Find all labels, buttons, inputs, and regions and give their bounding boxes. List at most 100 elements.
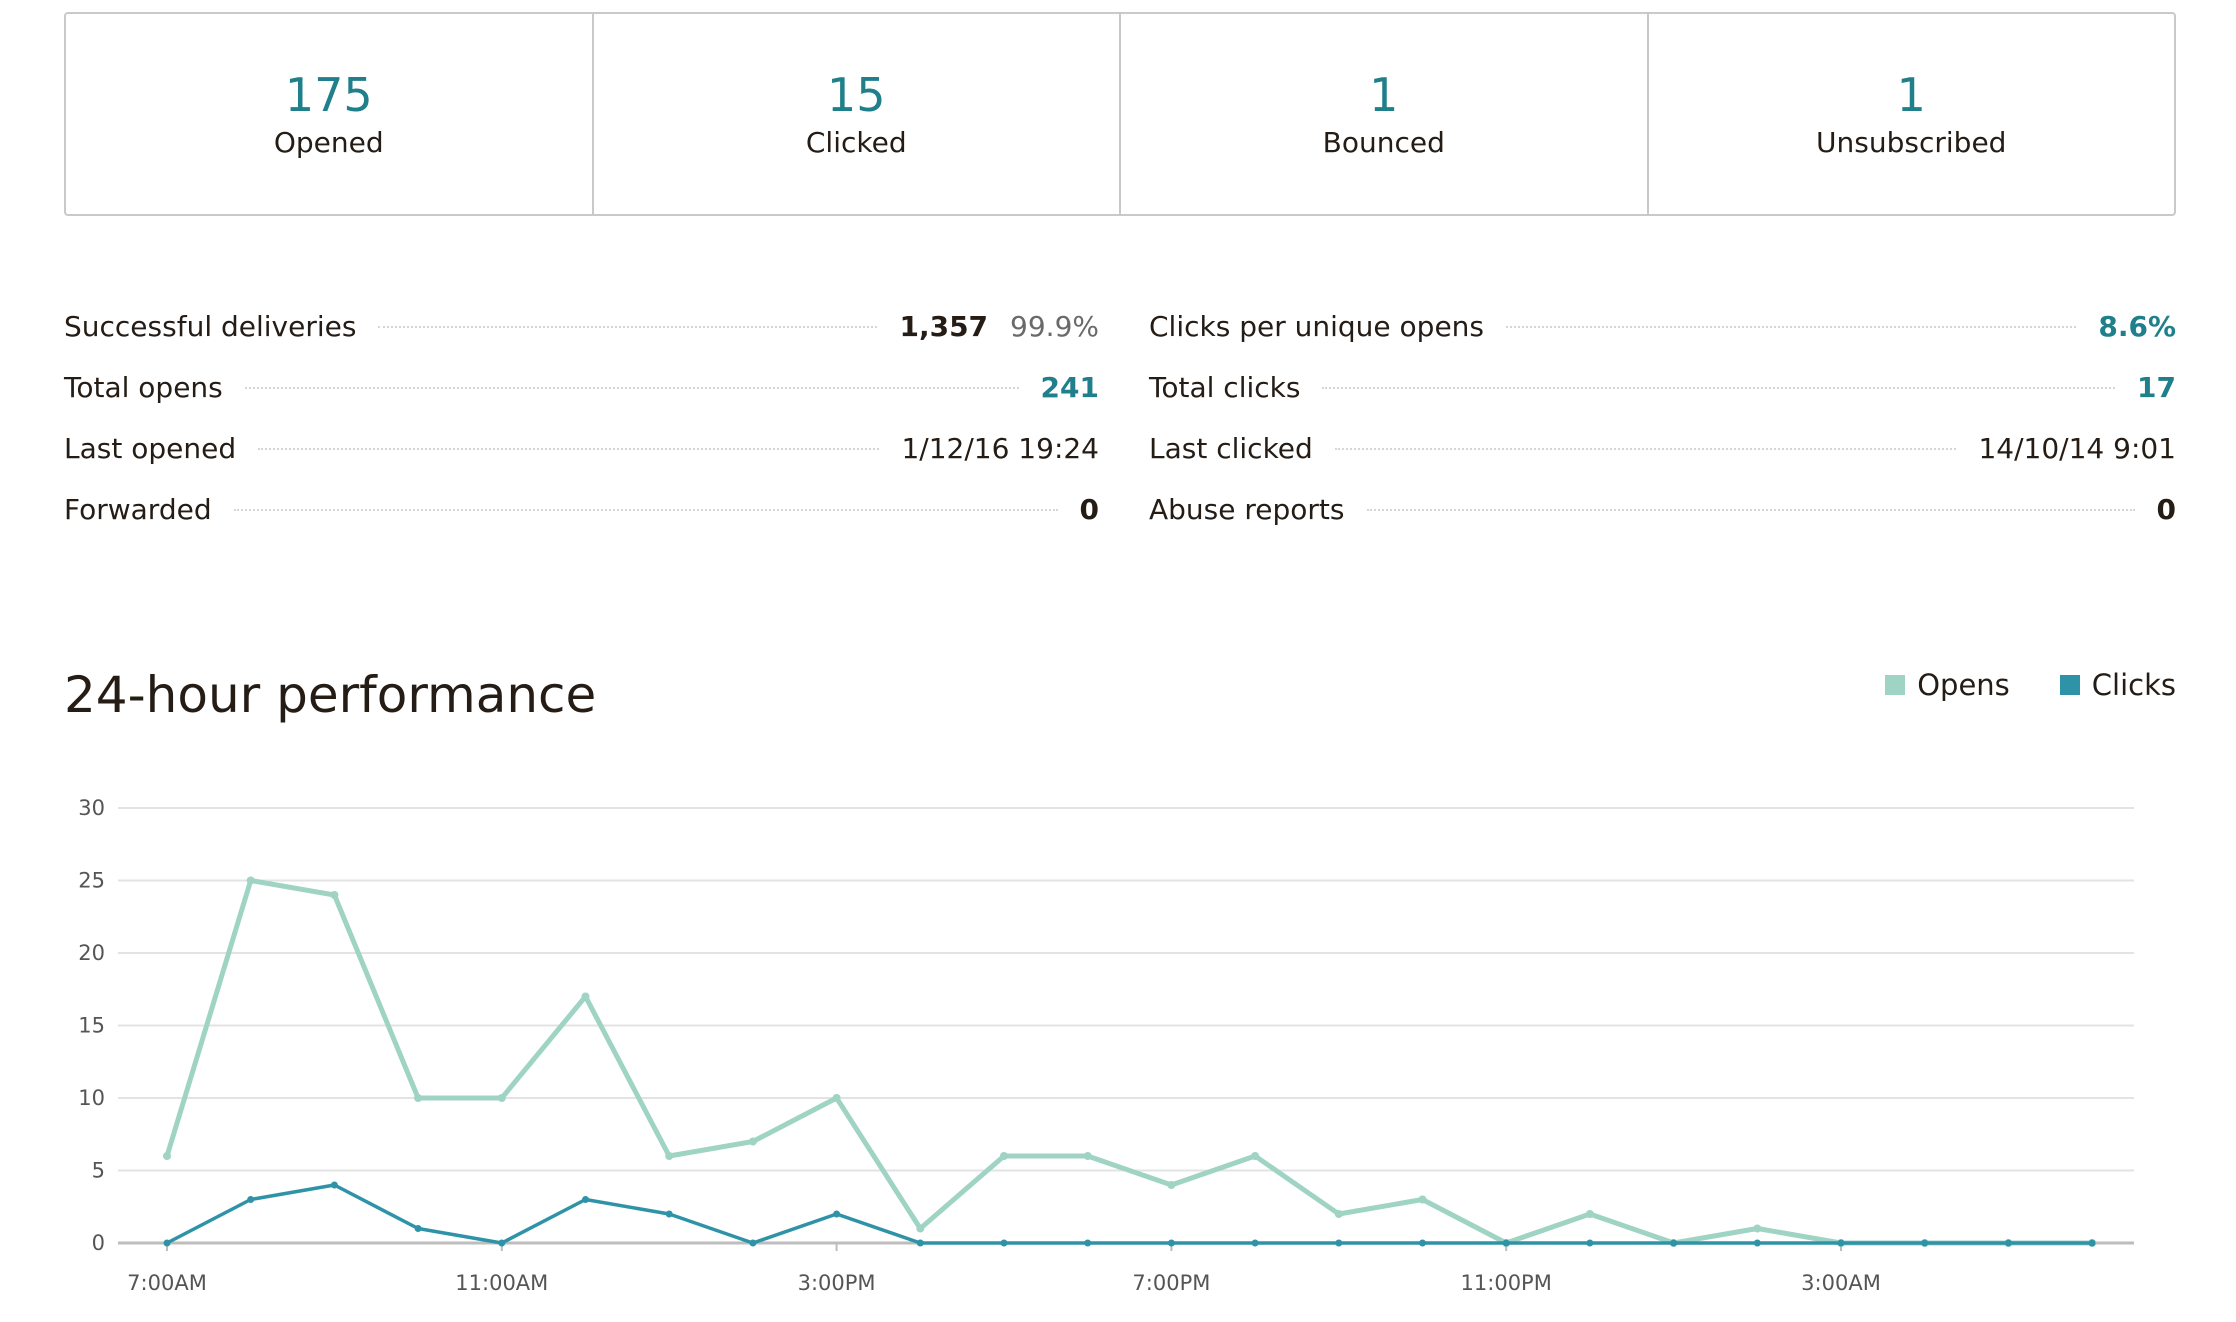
- data-point-clicks: [1753, 1239, 1761, 1247]
- y-tick-label: 25: [78, 869, 105, 893]
- data-point-clicks: [247, 1196, 255, 1203]
- data-point-opens: [1167, 1181, 1176, 1189]
- stat-clicked[interactable]: 15 Clicked: [594, 14, 1121, 214]
- data-point-opens: [1251, 1152, 1260, 1160]
- performance-line-chart: 0 5 10 15 20 25 30 7:00AM 11:00AM 3:00PM 7:00PM 11:…: [78, 796, 2134, 1295]
- detail-label: Successful deliveries: [64, 310, 357, 343]
- dotted-leader: [1334, 448, 1957, 450]
- y-tick-label: 0: [92, 1231, 105, 1255]
- data-point-clicks: [665, 1210, 673, 1218]
- x-tick-label: 3:00PM: [798, 1271, 876, 1295]
- dotted-leader: [1322, 387, 2116, 389]
- data-point-clicks: [1921, 1239, 1929, 1247]
- data-point-opens: [163, 1152, 171, 1160]
- data-point-opens: [1418, 1195, 1427, 1204]
- detail-forwarded: Forwarded 0: [64, 493, 1099, 554]
- chart-legend: Opens Clicks: [1835, 668, 2176, 702]
- detail-label: Forwarded: [64, 493, 212, 526]
- legend-item-opens[interactable]: Opens: [1885, 668, 2010, 702]
- legend-label: Clicks: [2091, 668, 2176, 702]
- series-line-clicks: [166, 1183, 2093, 1245]
- data-point-clicks: [916, 1239, 924, 1247]
- legend-swatch-clicks: [2059, 675, 2080, 695]
- detail-last-clicked: Last clicked 14/10/14 9:01: [1149, 432, 2176, 493]
- legend-label: Opens: [1917, 668, 2010, 702]
- detail-value[interactable]: 241: [1040, 371, 1099, 404]
- detail-label: Clicks per unique opens: [1149, 310, 1485, 343]
- stat-bounced[interactable]: 1 Bounced: [1121, 14, 1649, 214]
- stat-label: Bounced: [1322, 125, 1445, 159]
- data-point-opens: [1334, 1210, 1343, 1218]
- stat-label: Clicked: [805, 125, 907, 159]
- stat-value: 1: [1369, 68, 1399, 123]
- data-point-clicks: [1084, 1239, 1092, 1247]
- detail-percentage: 99.9%: [1010, 310, 1099, 343]
- data-point-clicks: [2088, 1239, 2096, 1247]
- detail-value: 0: [2156, 493, 2176, 526]
- detail-label: Total clicks: [1149, 371, 1301, 404]
- data-point-clicks: [2004, 1239, 2012, 1247]
- legend-swatch-opens: [1885, 675, 1906, 695]
- stat-label: Unsubscribed: [1816, 125, 2007, 159]
- data-point-opens: [916, 1224, 925, 1233]
- x-tick-label: 7:00AM: [127, 1271, 207, 1295]
- stat-unsubscribed[interactable]: 1 Unsubscribed: [1649, 14, 2175, 214]
- series-line-opens: [164, 878, 2093, 1246]
- data-point-opens: [1753, 1224, 1762, 1233]
- detail-label: Abuse reports: [1149, 493, 1345, 526]
- data-point-clicks: [1670, 1239, 1678, 1247]
- detail-value[interactable]: 17: [2137, 371, 2176, 404]
- detail-value: 1/12/16 19:24: [901, 432, 1099, 465]
- stat-value: 15: [826, 68, 886, 123]
- data-point-opens: [665, 1152, 674, 1160]
- stat-value: 175: [284, 68, 373, 123]
- data-point-opens: [1585, 1210, 1594, 1218]
- detail-value: 8.6%: [2098, 310, 2176, 343]
- detail-value: 14/10/14 9:01: [1978, 432, 2176, 465]
- stat-value: 1: [1896, 68, 1926, 123]
- dotted-leader: [378, 326, 878, 328]
- legend-item-clicks[interactable]: Clicks: [2059, 668, 2176, 702]
- detail-last-opened: Last opened 1/12/16 19:24: [64, 432, 1099, 493]
- data-point-opens: [497, 1094, 506, 1102]
- summary-stats: 175 Opened 15 Clicked 1 Bounced 1 Unsubs…: [64, 12, 2176, 216]
- x-tick-label: 11:00AM: [455, 1271, 548, 1295]
- data-point-clicks: [498, 1239, 506, 1247]
- stat-opened[interactable]: 175 Opened: [66, 14, 594, 214]
- data-point-opens: [581, 992, 590, 1001]
- details-right: Clicks per unique opens 8.6% Total click…: [1149, 310, 2176, 554]
- data-point-opens: [748, 1137, 757, 1146]
- data-point-opens: [1083, 1152, 1092, 1160]
- data-point-clicks: [833, 1210, 841, 1218]
- detail-total-opens: Total opens 241: [64, 371, 1099, 432]
- data-point-opens: [832, 1094, 841, 1102]
- data-point-clicks: [414, 1225, 422, 1232]
- detail-value: 1,357: [899, 310, 989, 343]
- dotted-leader: [233, 509, 1058, 511]
- data-point-opens: [246, 876, 255, 885]
- detail-label: Last clicked: [1149, 432, 1313, 465]
- dotted-leader: [244, 387, 1019, 389]
- y-tick-label: 15: [78, 1014, 105, 1038]
- data-point-clicks: [1335, 1239, 1343, 1247]
- data-point-opens: [330, 891, 339, 899]
- y-tick-label: 10: [78, 1086, 105, 1110]
- data-point-clicks: [1167, 1239, 1175, 1247]
- dotted-leader: [1506, 326, 2077, 328]
- y-tick-label: 20: [78, 941, 105, 965]
- detail-successful-deliveries: Successful deliveries 1,357 99.9%: [64, 310, 1099, 371]
- data-point-clicks: [1251, 1239, 1259, 1247]
- x-tick-label: 7:00PM: [1132, 1271, 1210, 1295]
- data-point-clicks: [1000, 1239, 1008, 1247]
- y-tick-label: 30: [78, 796, 105, 820]
- y-tick-label: 5: [92, 1159, 105, 1183]
- data-point-opens: [1000, 1152, 1008, 1160]
- detail-label: Last opened: [64, 432, 237, 465]
- data-point-clicks: [1419, 1239, 1426, 1247]
- x-tick-label: 11:00PM: [1461, 1271, 1552, 1295]
- data-point-clicks: [1837, 1239, 1845, 1247]
- detail-value: 0: [1079, 493, 1099, 526]
- data-point-opens: [414, 1094, 423, 1102]
- details-left: Successful deliveries 1,357 99.9% Total …: [64, 310, 1099, 554]
- dotted-leader: [1366, 509, 2135, 511]
